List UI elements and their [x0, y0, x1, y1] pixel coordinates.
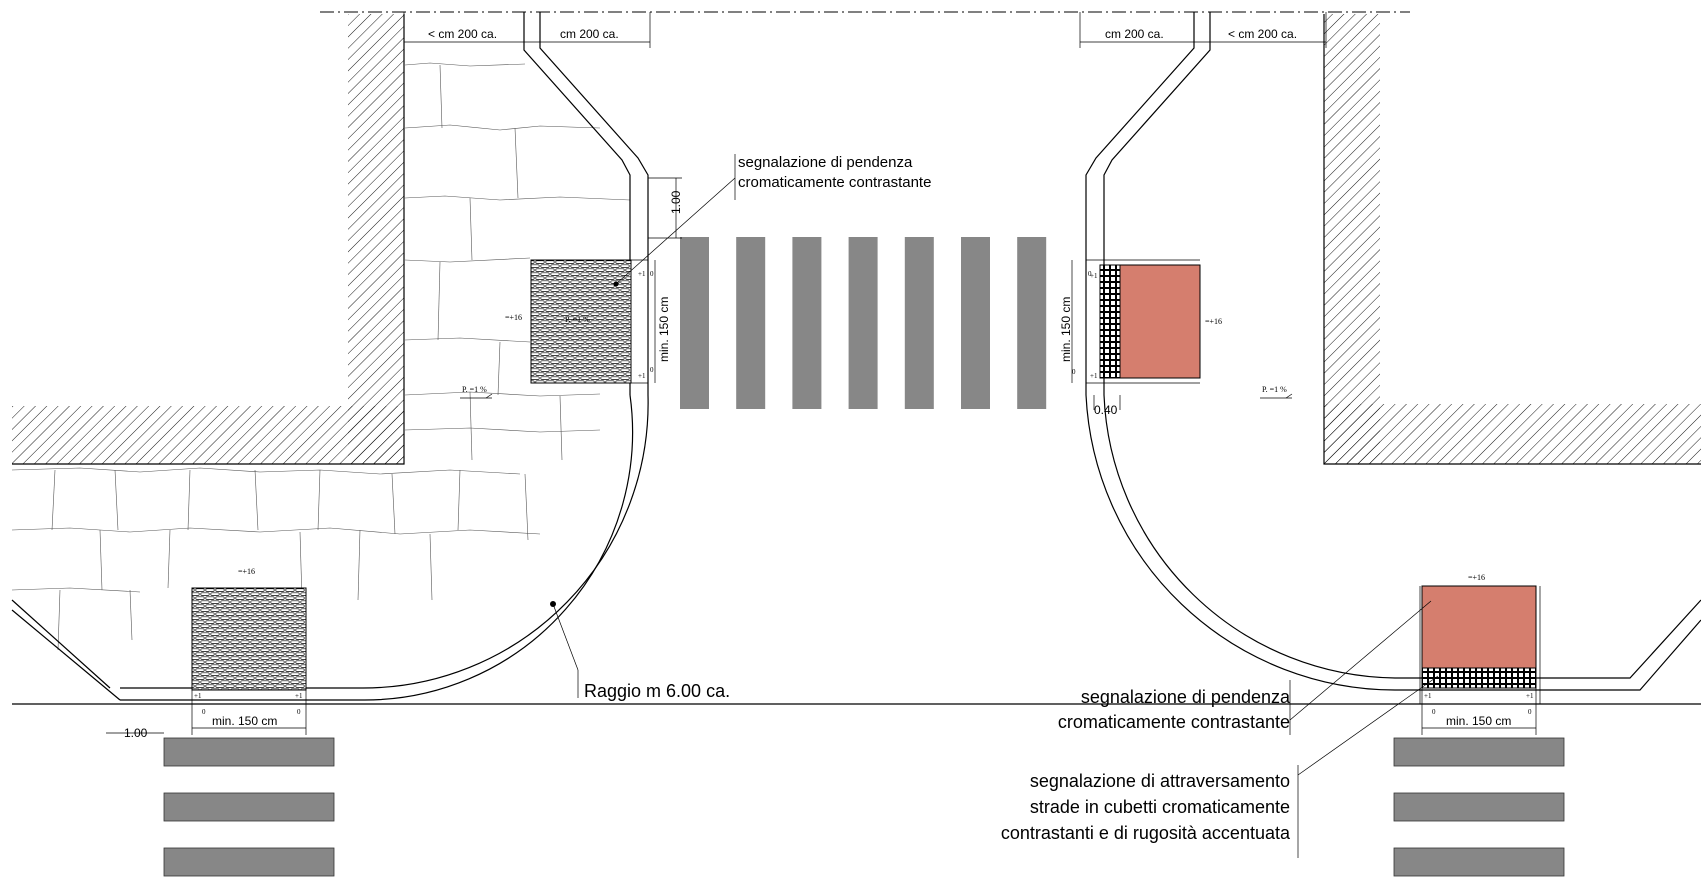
- zebra-crossing-main: [680, 237, 1047, 409]
- level-bottom-right-platform: =+16: [1468, 573, 1485, 582]
- annotation-slope-bottom-line2: cromaticamente contrastante: [1058, 712, 1290, 732]
- level-br-plus1: +1: [1424, 692, 1432, 700]
- zebra-stripe: [163, 737, 335, 767]
- dim-top-left-outer: < cm 200 ca.: [428, 27, 497, 41]
- dimension-bottom-right: min. 150 cm +1 +1 0 0: [1421, 692, 1537, 735]
- dimension-crossing-left: min. 150 cm +1 0 +1 0: [638, 260, 671, 383]
- level-br-zero-b: 0: [1528, 708, 1532, 716]
- annotation-radius-label: Raggio m 6.00 ca.: [584, 681, 730, 701]
- annotation-radius: Raggio m 6.00 ca.: [550, 601, 730, 701]
- level-right-zero-b: 0: [1072, 368, 1076, 376]
- dimension-top-left: < cm 200 ca. cm 200 ca.: [403, 12, 651, 48]
- level-br-zero: 0: [1432, 708, 1436, 716]
- level-bl-zero: 0: [202, 708, 206, 716]
- zebra-stripe: [1017, 237, 1047, 409]
- annotation-crossing-line1: segnalazione di attraversamento: [1030, 771, 1290, 791]
- dimension-crossing-right: min. 150 cm 0 +1 0 +1 0.40: [1059, 260, 1121, 417]
- dim-top-left-inner: cm 200 ca.: [560, 27, 619, 41]
- level-right-plus1-b: +1: [1090, 372, 1098, 380]
- ramp-right: [1086, 259, 1201, 384]
- dim-band-width: 0.40: [1094, 403, 1118, 417]
- zebra-stripe: [904, 237, 934, 409]
- zebra-crossing-bottom-right: [1393, 737, 1565, 877]
- dim-crossing-right: min. 150 cm: [1059, 297, 1073, 362]
- stone-paving: [11, 62, 631, 651]
- level-bottom-left-platform: =+16: [238, 567, 255, 576]
- dim-vertical-offset: 1.00: [669, 190, 683, 214]
- slope-right: P. =1 %: [1260, 385, 1293, 399]
- slope-left-label: P. =1 %: [462, 385, 487, 394]
- annotation-slope-bottom-line1: segnalazione di pendenza: [1081, 687, 1291, 707]
- dim-bottom-left-offset: 1.00: [124, 726, 148, 740]
- zebra-stripe: [848, 237, 878, 409]
- level-right-platform: =+16: [1205, 317, 1222, 326]
- level-bl-plus1: +1: [194, 692, 202, 700]
- annotation-slope-signal-top: segnalazione di pendenza cromaticamente …: [613, 154, 931, 287]
- annotation-crossing-line3: contrastanti e di rugosità accentuata: [1001, 823, 1291, 843]
- level-bl-plus1-b: +1: [295, 692, 303, 700]
- level-bl-zero-b: 0: [297, 708, 301, 716]
- annotation-slope-top-line1: segnalazione di pendenza: [738, 154, 913, 171]
- zebra-crossing-bottom-left: [163, 737, 335, 877]
- level-left-plus1-b: +1: [638, 372, 646, 380]
- ramp-left: P. =1 %: [530, 259, 648, 384]
- annotation-slope-signal-bottom: segnalazione di pendenza cromaticamente …: [1058, 600, 1432, 735]
- ramp-left-slope: P. =1 %: [565, 315, 590, 324]
- building-left: [12, 14, 405, 465]
- level-right-plus1: +1: [1090, 272, 1098, 280]
- level-right-zero: 0: [1088, 270, 1092, 278]
- zebra-stripe: [1393, 737, 1565, 767]
- level-left-platform: =+16: [505, 313, 522, 322]
- zebra-stripe: [961, 237, 990, 409]
- zebra-stripe: [163, 792, 335, 822]
- dimension-top-right: cm 200 ca. < cm 200 ca.: [1079, 12, 1327, 48]
- ramp-bottom-left: [191, 587, 307, 704]
- slope-right-label: P. =1 %: [1262, 385, 1287, 394]
- zebra-stripe: [1393, 847, 1565, 877]
- dimension-bottom-left: min. 150 cm 1.00 +1 +1 0 0: [106, 692, 307, 740]
- dimension-vertical-offset: 1.00: [648, 177, 683, 239]
- zebra-stripe: [1393, 792, 1565, 822]
- annotation-crossing-line2: strade in cubetti cromaticamente: [1030, 797, 1290, 817]
- dim-bottom-left: min. 150 cm: [212, 714, 277, 728]
- annotation-slope-top-line2: cromaticamente contrastante: [738, 174, 931, 191]
- level-left-zero-b: 0: [650, 366, 654, 374]
- zebra-stripe: [163, 847, 335, 877]
- ramp-bottom-right: [1419, 585, 1541, 704]
- level-left-zero: 0: [650, 270, 654, 278]
- level-br-plus1-b: +1: [1526, 692, 1534, 700]
- dim-bottom-right: min. 150 cm: [1446, 714, 1511, 728]
- building-right: [1323, 14, 1701, 465]
- dim-crossing-left: min. 150 cm: [657, 297, 671, 362]
- annotation-crossing-signal: segnalazione di attraversamento strade i…: [1001, 675, 1439, 858]
- level-left-plus1: +1: [638, 270, 646, 278]
- zebra-stripe: [792, 237, 822, 409]
- zebra-stripe: [680, 237, 709, 409]
- dim-top-right-inner: cm 200 ca.: [1105, 27, 1164, 41]
- slope-left: P. =1 %: [460, 385, 493, 399]
- dim-top-right-outer: < cm 200 ca.: [1228, 27, 1297, 41]
- zebra-stripe: [736, 237, 766, 409]
